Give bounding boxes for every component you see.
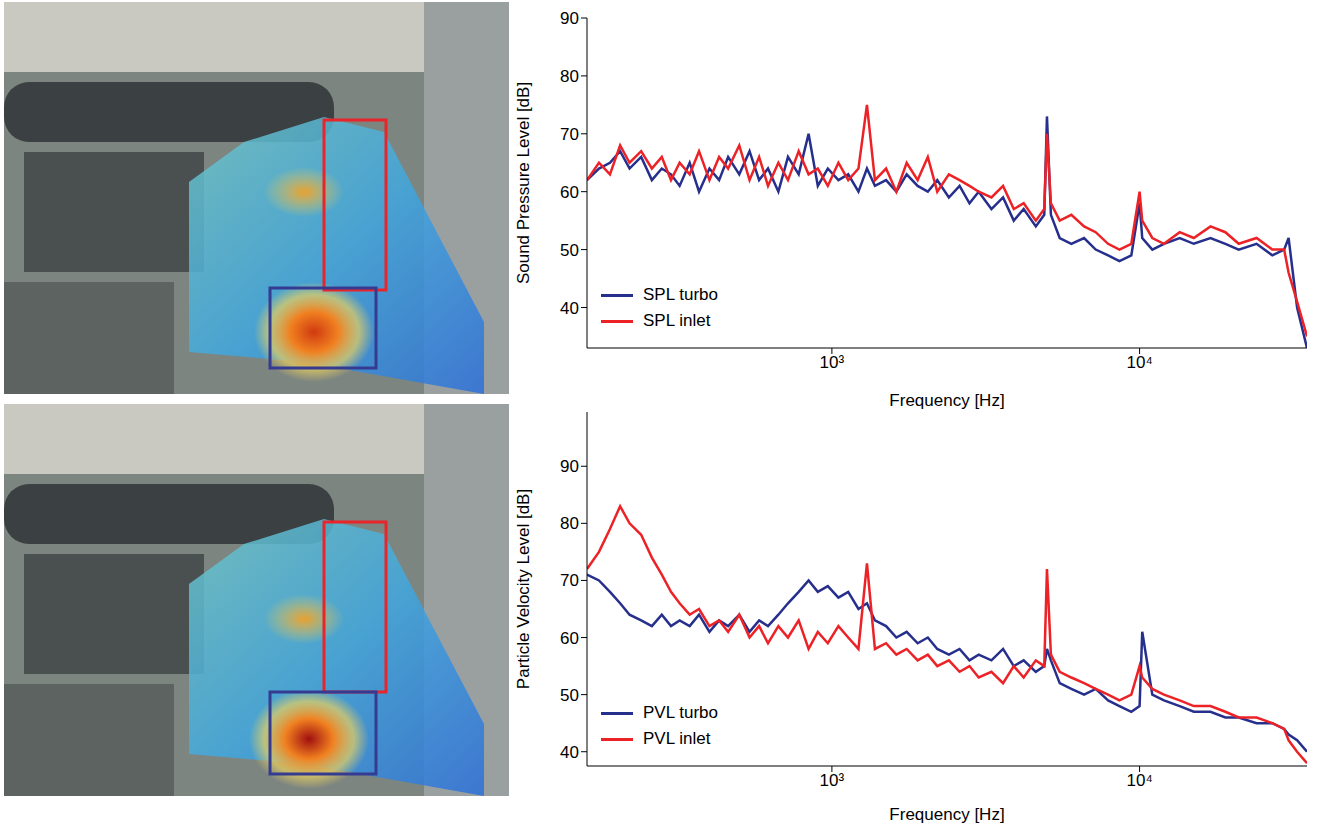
svg-text:10³: 10³ bbox=[820, 771, 845, 790]
svg-text:70: 70 bbox=[560, 571, 579, 590]
svg-text:Sound Pressure Level [dB]: Sound Pressure Level [dB] bbox=[515, 82, 533, 284]
svg-text:Particle Velocity Level [dB]: Particle Velocity Level [dB] bbox=[515, 489, 533, 689]
svg-text:50: 50 bbox=[560, 686, 579, 705]
svg-text:10³: 10³ bbox=[820, 353, 845, 372]
svg-text:90: 90 bbox=[560, 457, 579, 476]
svg-text:40: 40 bbox=[560, 299, 579, 318]
svg-text:Frequency [Hz]: Frequency [Hz] bbox=[889, 805, 1004, 824]
svg-text:80: 80 bbox=[560, 514, 579, 533]
svg-text:Frequency [Hz]: Frequency [Hz] bbox=[889, 391, 1004, 410]
svg-text:80: 80 bbox=[560, 67, 579, 86]
svg-text:70: 70 bbox=[560, 125, 579, 144]
html-text:PVL turbo: PVL turbo bbox=[643, 703, 718, 722]
svg-text:50: 50 bbox=[560, 241, 579, 260]
html-text:PVL inlet: PVL inlet bbox=[643, 729, 711, 748]
svg-text:40: 40 bbox=[560, 743, 579, 762]
svg-text:60: 60 bbox=[560, 629, 579, 648]
svg-text:90: 90 bbox=[560, 9, 579, 28]
svg-text:60: 60 bbox=[560, 183, 579, 202]
svg-text:10⁴: 10⁴ bbox=[1126, 353, 1152, 372]
html-text:SPL turbo: SPL turbo bbox=[643, 285, 718, 304]
svg-text:10⁴: 10⁴ bbox=[1126, 771, 1152, 790]
html-text:SPL inlet: SPL inlet bbox=[643, 311, 711, 330]
